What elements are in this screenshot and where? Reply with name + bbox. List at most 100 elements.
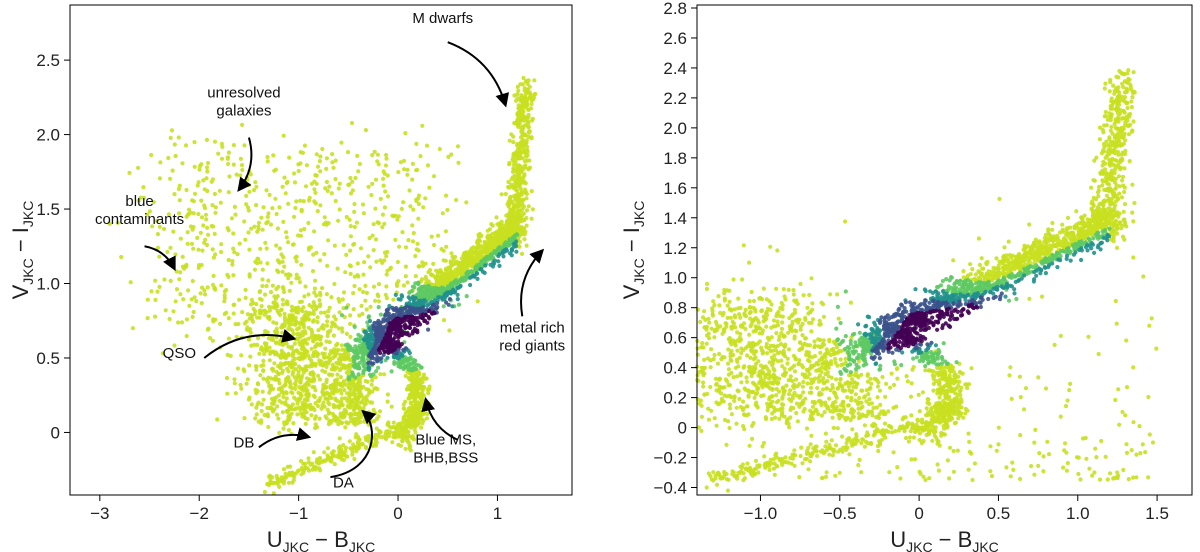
data-point bbox=[305, 381, 310, 386]
data-point bbox=[375, 386, 380, 392]
annotation-label: galaxies bbox=[216, 102, 271, 119]
data-point bbox=[213, 205, 218, 210]
data-point bbox=[508, 196, 513, 201]
data-point bbox=[356, 349, 362, 354]
data-point bbox=[420, 397, 425, 402]
data-point bbox=[314, 293, 319, 298]
data-point bbox=[432, 311, 437, 316]
data-point bbox=[384, 284, 389, 289]
data-point bbox=[239, 386, 244, 391]
data-point bbox=[416, 281, 421, 286]
data-point bbox=[183, 143, 189, 148]
data-point bbox=[375, 220, 380, 225]
data-point bbox=[295, 401, 300, 406]
annotation-arrow bbox=[520, 248, 545, 317]
data-point bbox=[318, 203, 323, 208]
data-point bbox=[445, 269, 451, 274]
data-point bbox=[303, 386, 309, 391]
data-point bbox=[391, 354, 396, 359]
data-point bbox=[268, 387, 273, 392]
data-point bbox=[516, 106, 521, 111]
data-point bbox=[370, 389, 375, 394]
data-point bbox=[334, 404, 339, 409]
data-point bbox=[211, 255, 216, 260]
data-point bbox=[324, 179, 329, 185]
data-point bbox=[179, 320, 185, 325]
data-point bbox=[280, 297, 285, 302]
data-point bbox=[317, 159, 322, 164]
data-point bbox=[284, 396, 289, 401]
data-point bbox=[361, 362, 366, 367]
data-point bbox=[420, 260, 425, 265]
data-point bbox=[414, 141, 419, 146]
data-point bbox=[249, 343, 254, 348]
data-point bbox=[417, 409, 422, 414]
data-point bbox=[177, 198, 182, 203]
data-point bbox=[511, 134, 516, 139]
data-point bbox=[323, 414, 328, 419]
data-point bbox=[306, 220, 311, 226]
data-point bbox=[192, 140, 197, 145]
data-point bbox=[213, 210, 218, 215]
data-point bbox=[157, 254, 162, 259]
data-point bbox=[288, 313, 293, 318]
data-point bbox=[520, 82, 526, 87]
data-point bbox=[381, 183, 386, 188]
data-point bbox=[279, 307, 284, 312]
data-point bbox=[307, 303, 312, 308]
data-point bbox=[174, 269, 179, 274]
data-point bbox=[280, 285, 286, 290]
data-point bbox=[413, 393, 418, 398]
data-point bbox=[518, 209, 523, 214]
data-point bbox=[341, 242, 346, 248]
data-point bbox=[187, 303, 192, 308]
data-point bbox=[313, 278, 318, 283]
data-point bbox=[487, 243, 492, 248]
data-point bbox=[192, 164, 197, 169]
data-point bbox=[286, 326, 291, 331]
annotation-label: unresolved bbox=[207, 84, 280, 101]
data-point bbox=[506, 184, 511, 190]
data-point bbox=[356, 390, 361, 395]
data-point bbox=[371, 248, 376, 253]
data-point bbox=[199, 162, 204, 167]
data-point bbox=[348, 224, 353, 229]
data-point bbox=[1122, 189, 1127, 195]
data-point bbox=[312, 229, 317, 234]
data-point bbox=[366, 365, 371, 370]
data-point bbox=[385, 355, 390, 360]
data-point bbox=[206, 313, 211, 318]
data-point bbox=[455, 292, 460, 297]
data-point bbox=[318, 169, 323, 174]
data-point bbox=[333, 397, 338, 402]
data-point bbox=[501, 223, 506, 228]
data-point bbox=[376, 162, 381, 167]
data-point bbox=[259, 304, 264, 309]
data-point bbox=[495, 238, 500, 244]
data-point bbox=[403, 373, 408, 379]
data-point bbox=[479, 267, 484, 272]
data-point bbox=[326, 221, 331, 226]
data-point bbox=[226, 150, 231, 155]
data-point bbox=[371, 284, 377, 289]
data-point bbox=[312, 385, 317, 390]
data-point bbox=[1130, 182, 1135, 187]
data-point bbox=[155, 232, 160, 237]
data-point bbox=[341, 443, 346, 448]
data-point bbox=[356, 372, 361, 377]
data-point bbox=[294, 254, 299, 259]
data-point bbox=[251, 188, 257, 193]
data-point bbox=[511, 140, 516, 145]
data-point bbox=[498, 223, 503, 228]
data-point bbox=[329, 295, 334, 300]
data-point bbox=[153, 297, 158, 302]
data-point bbox=[327, 359, 332, 364]
data-point bbox=[827, 452, 832, 457]
data-point bbox=[520, 156, 525, 161]
data-point bbox=[198, 230, 203, 235]
data-point bbox=[316, 328, 321, 333]
data-point bbox=[431, 261, 436, 266]
data-point bbox=[523, 163, 528, 168]
data-point bbox=[444, 277, 450, 283]
data-point bbox=[277, 398, 282, 403]
